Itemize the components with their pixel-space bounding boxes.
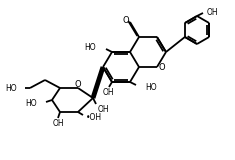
Text: HO: HO	[25, 99, 37, 108]
Text: HO: HO	[5, 84, 17, 92]
Text: HO: HO	[145, 83, 157, 92]
Text: O: O	[75, 80, 81, 88]
Text: O: O	[159, 63, 165, 72]
Text: O: O	[123, 16, 129, 24]
Text: OH: OH	[207, 8, 219, 16]
Text: HO: HO	[84, 43, 96, 52]
Text: OH: OH	[102, 88, 114, 96]
Text: •OH: •OH	[86, 112, 102, 121]
Text: OH: OH	[52, 120, 64, 128]
Text: OH: OH	[98, 104, 110, 113]
